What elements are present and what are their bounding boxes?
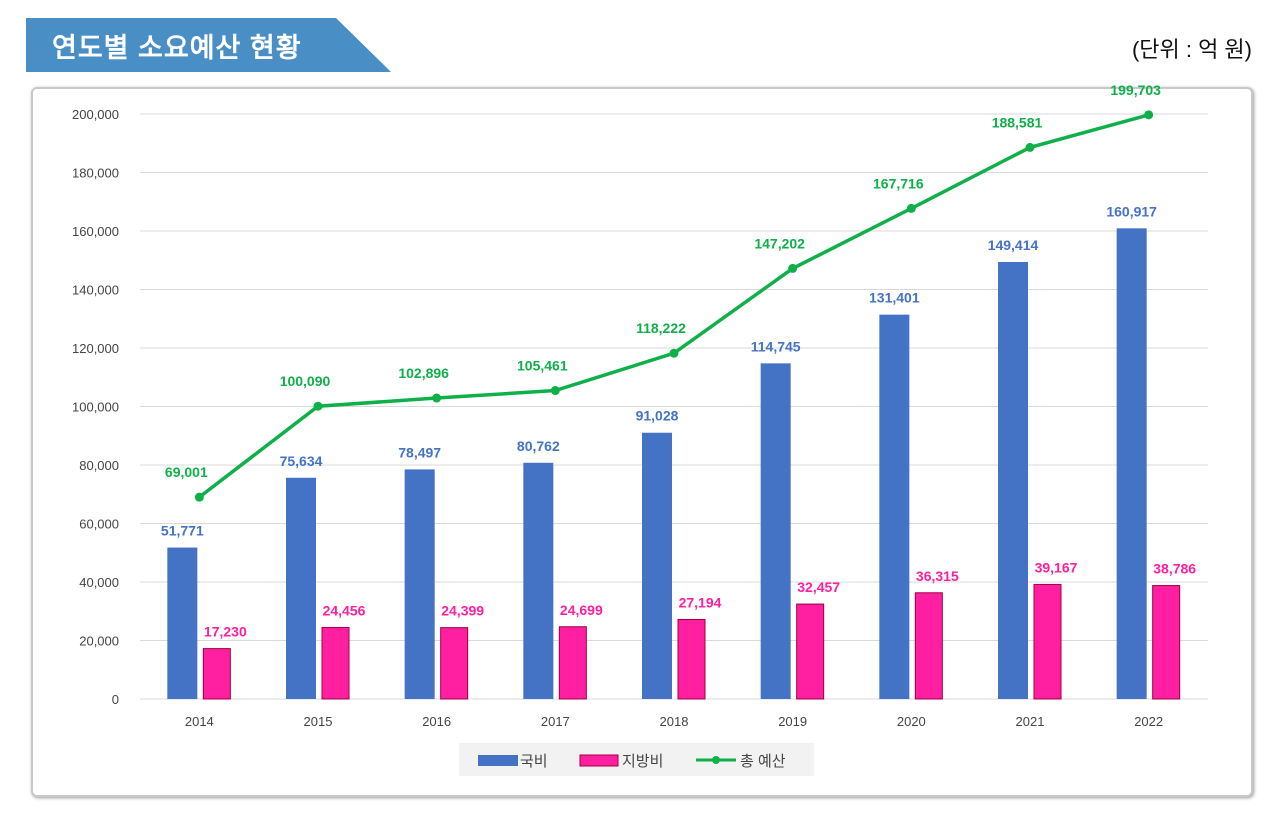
x-tick-label: 2020 xyxy=(897,714,926,729)
y-tick-label: 180,000 xyxy=(72,166,119,181)
data-label-total: 199,703 xyxy=(1110,82,1161,98)
bar-local xyxy=(440,627,469,700)
x-tick-label: 2022 xyxy=(1134,714,1163,729)
data-label-total: 105,461 xyxy=(517,358,568,374)
data-label-total: 100,090 xyxy=(280,373,331,389)
y-tick-label: 80,000 xyxy=(79,458,119,473)
y-tick-label: 20,000 xyxy=(79,634,119,649)
bar-national xyxy=(523,462,554,699)
y-tick-label: 200,000 xyxy=(72,107,119,122)
y-tick-label: 60,000 xyxy=(79,517,119,532)
data-label-local: 38,786 xyxy=(1153,561,1196,577)
bar-local xyxy=(796,603,825,700)
point-total xyxy=(906,203,916,213)
legend-swatch-national xyxy=(478,755,518,766)
bar-local xyxy=(558,626,587,700)
bar-national xyxy=(404,469,435,699)
point-total xyxy=(194,492,204,502)
data-label-national: 51,771 xyxy=(161,523,204,539)
data-label-national: 78,497 xyxy=(398,444,441,460)
data-label-total: 147,202 xyxy=(754,235,805,251)
bar-national xyxy=(167,547,198,699)
y-tick-label: 40,000 xyxy=(79,575,119,590)
x-tick-label: 2018 xyxy=(660,714,689,729)
y-tick-label: 0 xyxy=(112,692,119,707)
unit-label: (단위 : 억 원) xyxy=(1131,37,1252,62)
point-total xyxy=(550,386,560,396)
y-tick-label: 160,000 xyxy=(72,224,119,239)
y-tick-label: 100,000 xyxy=(72,400,119,415)
legend xyxy=(459,743,814,776)
legend-label-local: 지방비 xyxy=(622,753,663,770)
point-total xyxy=(313,401,323,411)
point-total xyxy=(1144,110,1154,120)
bar-national xyxy=(998,261,1028,699)
x-tick-label: 2016 xyxy=(422,714,451,729)
bar-national xyxy=(760,363,791,699)
data-label-local: 32,457 xyxy=(797,579,840,595)
data-label-national: 131,401 xyxy=(869,290,920,306)
data-label-local: 24,456 xyxy=(323,602,366,618)
data-label-total: 118,222 xyxy=(636,320,686,336)
y-tick-label: 140,000 xyxy=(72,283,119,298)
legend-label-national: 국비 xyxy=(520,753,548,770)
y-tick-label: 120,000 xyxy=(72,341,119,356)
data-label-total: 188,581 xyxy=(992,114,1043,130)
data-label-local: 27,194 xyxy=(679,594,722,610)
x-tick-label: 2021 xyxy=(1016,714,1045,729)
bar-national xyxy=(286,477,316,699)
x-tick-label: 2017 xyxy=(541,714,570,729)
x-tick-label: 2019 xyxy=(778,714,807,729)
data-label-total: 167,716 xyxy=(873,175,924,191)
data-label-total: 102,896 xyxy=(398,365,449,381)
data-label-national: 160,917 xyxy=(1106,203,1157,219)
point-total xyxy=(1025,142,1035,152)
data-label-local: 36,315 xyxy=(916,568,959,584)
bar-national xyxy=(642,432,672,699)
data-label-national: 149,414 xyxy=(988,237,1039,253)
bar-national xyxy=(1116,228,1147,699)
point-total xyxy=(788,263,798,273)
x-tick-label: 2014 xyxy=(185,714,214,729)
legend-marker-total xyxy=(712,756,720,764)
data-label-local: 24,399 xyxy=(441,603,484,619)
bar-local xyxy=(1152,585,1181,700)
legend-label-total: 총 예산 xyxy=(740,753,786,770)
data-label-local: 17,230 xyxy=(204,624,247,640)
title-banner xyxy=(26,18,391,72)
data-label-local: 24,699 xyxy=(560,602,603,618)
data-label-local: 39,167 xyxy=(1035,559,1078,575)
point-total xyxy=(669,348,679,358)
bar-local xyxy=(914,592,943,700)
data-label-national: 75,634 xyxy=(280,453,323,469)
point-total xyxy=(432,393,442,403)
legend-swatch-local xyxy=(579,754,619,767)
bar-local xyxy=(202,648,231,700)
data-label-national: 80,762 xyxy=(517,438,560,454)
data-label-total: 69,001 xyxy=(165,464,208,480)
x-tick-label: 2015 xyxy=(304,714,333,729)
data-label-national: 91,028 xyxy=(636,408,679,424)
bar-local xyxy=(321,626,350,700)
bar-local xyxy=(1033,583,1062,700)
data-label-national: 114,745 xyxy=(751,338,801,354)
bar-local xyxy=(677,618,706,700)
page-title: 연도별 소요예산 현황 xyxy=(52,33,302,63)
bar-national xyxy=(879,314,910,699)
